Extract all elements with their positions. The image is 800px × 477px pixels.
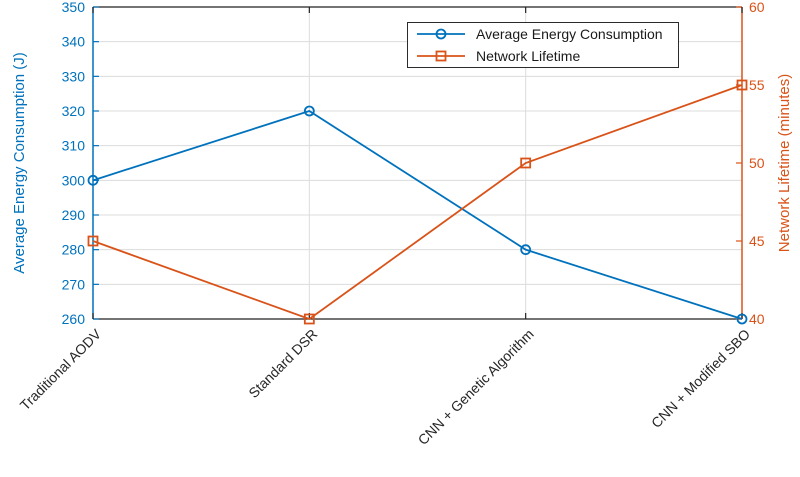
left-tick-label: 300 bbox=[62, 172, 86, 188]
left-tick-label: 340 bbox=[62, 34, 86, 50]
left-tick-label: 290 bbox=[62, 207, 86, 223]
x-category-label: Traditional AODV bbox=[17, 325, 105, 413]
left-tick-label: 310 bbox=[62, 138, 86, 154]
data-point-marker bbox=[736, 313, 748, 325]
data-point-marker bbox=[736, 79, 748, 91]
series-layer bbox=[87, 79, 748, 325]
left-tick-label: 270 bbox=[62, 276, 86, 292]
circle-marker-icon bbox=[435, 28, 447, 40]
right-tick-label: 40 bbox=[749, 311, 765, 327]
legend-item-average-energy-consumption: Average Energy Consumption bbox=[412, 23, 678, 45]
square-marker-icon bbox=[435, 50, 447, 62]
right-tick-label: 60 bbox=[749, 0, 765, 15]
series-line bbox=[92, 110, 743, 320]
data-point-marker bbox=[303, 313, 315, 325]
right-tick-label: 45 bbox=[749, 233, 765, 249]
data-point-marker bbox=[520, 157, 532, 169]
series-line bbox=[92, 84, 743, 321]
legend-swatch-energy bbox=[417, 28, 465, 40]
left-tick-label: 260 bbox=[62, 311, 86, 327]
legend-label-lifetime: Network Lifetime bbox=[476, 48, 581, 64]
x-category-label: CNN + Modified SBO bbox=[648, 326, 753, 431]
left-tick-label: 320 bbox=[62, 103, 86, 119]
data-point-marker bbox=[87, 235, 99, 247]
left-tick-label: 280 bbox=[62, 242, 86, 258]
right-tick-label: 55 bbox=[749, 77, 765, 93]
legend: Average Energy Consumption Network Lifet… bbox=[407, 22, 679, 68]
left-axis-title: Average Energy Consumption (J) bbox=[11, 52, 28, 274]
data-point-marker bbox=[520, 244, 532, 256]
right-tick-label: 50 bbox=[749, 155, 765, 171]
data-point-marker bbox=[87, 174, 99, 186]
data-point-marker bbox=[303, 105, 315, 117]
x-category-label: CNN + Genetic Algorithm bbox=[415, 326, 537, 448]
x-category-label: Standard DSR bbox=[245, 326, 320, 401]
legend-swatch-lifetime bbox=[417, 50, 465, 62]
legend-label-energy: Average Energy Consumption bbox=[476, 26, 663, 42]
left-tick-label: 350 bbox=[62, 0, 86, 15]
right-axis-title: Network Lifetime (minutes) bbox=[776, 74, 793, 252]
legend-item-network-lifetime: Network Lifetime bbox=[412, 45, 678, 67]
left-tick-label: 330 bbox=[62, 68, 86, 84]
